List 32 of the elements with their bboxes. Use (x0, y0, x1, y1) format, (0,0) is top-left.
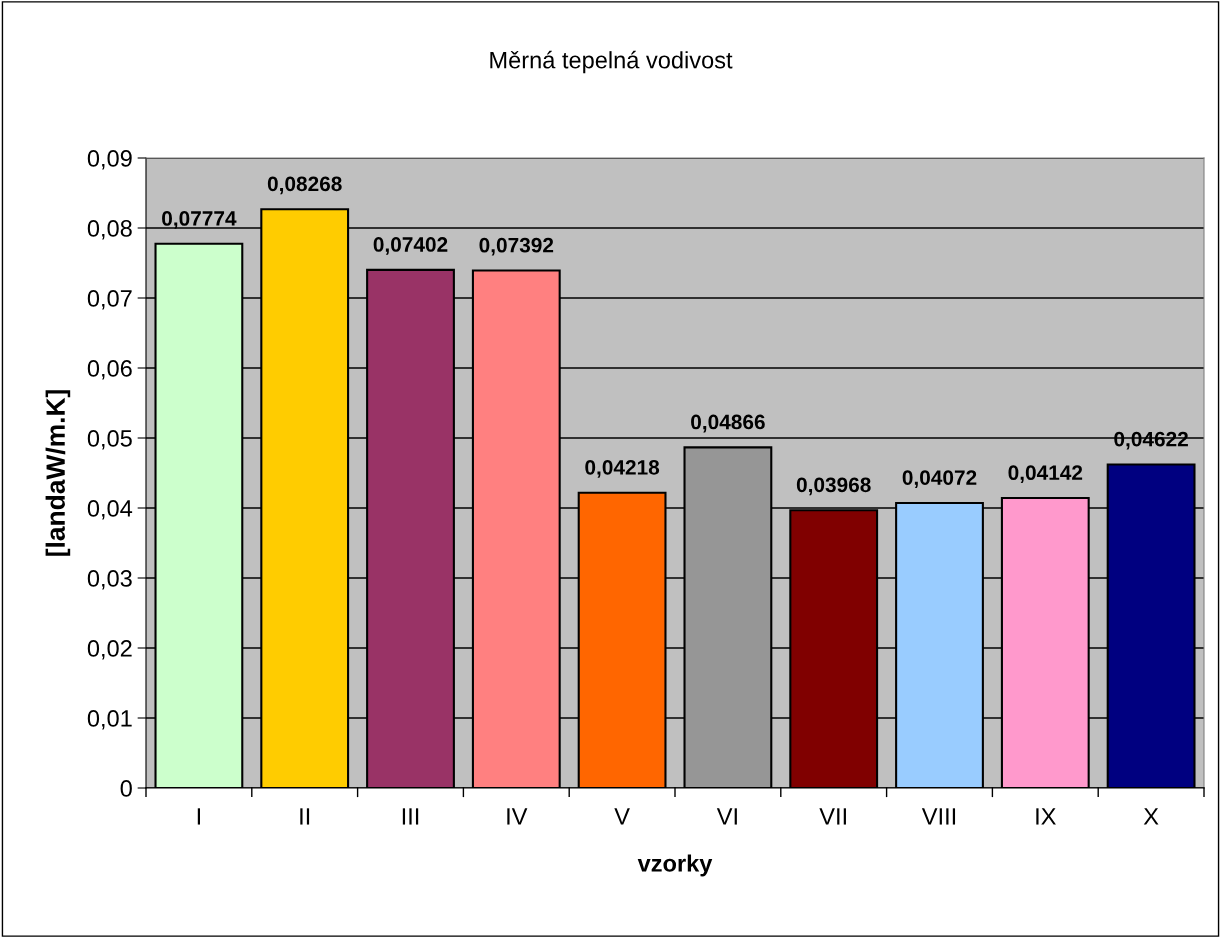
x-tick-label: X (1143, 808, 1159, 825)
data-label: 0,07774 (162, 211, 237, 229)
chart-title: Měrná tepelná vodivost (490, 50, 733, 74)
y-tick-label: 0,03 (87, 570, 132, 590)
x-tick-label: II (300, 808, 310, 825)
data-label: 0,04866 (691, 414, 765, 433)
y-tick-label: 0,02 (87, 640, 132, 660)
x-tick-label: VIII (921, 808, 956, 825)
y-tick-label: 0,04 (87, 500, 133, 520)
y-tick-label: 0,07 (87, 290, 132, 310)
x-tick-label: VI (716, 808, 737, 825)
y-tick-label: 0,09 (87, 150, 132, 170)
x-axis-title: vzorky (637, 854, 713, 877)
y-tick-label: 0,06 (87, 360, 132, 380)
data-label: 0,04072 (902, 470, 977, 488)
x-tick-label: IV (507, 808, 528, 825)
x-tick-label: VII (819, 808, 846, 825)
data-label: 0,04218 (585, 459, 660, 478)
y-tick-label: 0,05 (87, 430, 132, 450)
y-tick-label: 0,01 (87, 710, 132, 730)
x-tick-label: V (614, 808, 630, 825)
data-label: 0,07392 (479, 237, 554, 256)
x-tick-label: I (197, 808, 200, 825)
y-tick-label: 0,08 (87, 220, 132, 240)
x-tick-label: IX (1036, 808, 1056, 825)
y-axis-title: [landaW/m.K] (45, 390, 71, 556)
y-tick-label: 0 (120, 780, 132, 797)
data-label: 0,07402 (373, 237, 448, 255)
x-tick-label: III (402, 808, 419, 825)
data-label: 0,04142 (1008, 465, 1083, 484)
data-label: 0,03968 (796, 477, 871, 496)
data-label: 0,08268 (267, 176, 342, 195)
